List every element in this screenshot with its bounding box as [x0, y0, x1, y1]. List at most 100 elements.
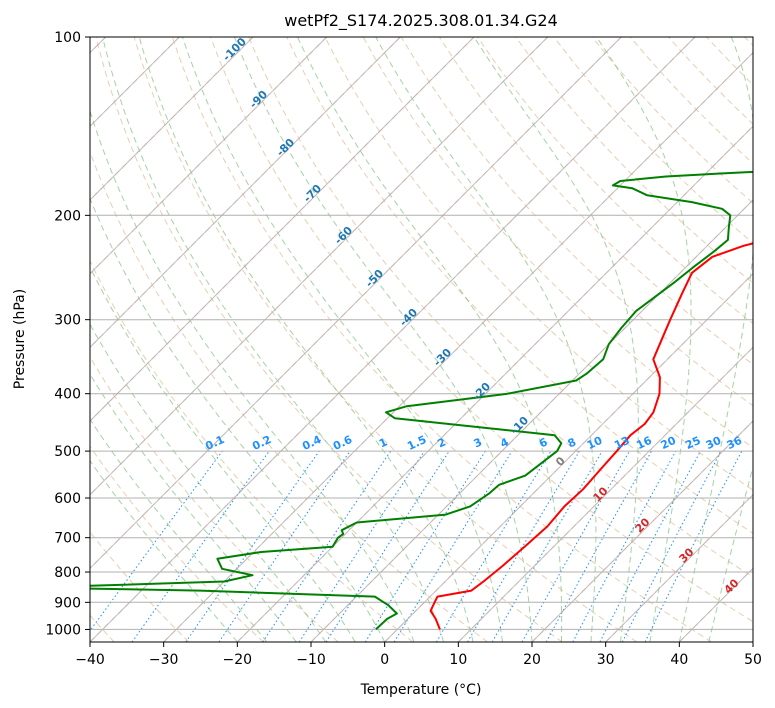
dry-adiabat-label: -10: [508, 414, 531, 437]
skewed-isotherm-grid: [236, 125, 753, 642]
mixing-ratio-line: [185, 450, 320, 642]
mixing-ratio-line: [218, 450, 351, 642]
dry-adiabat-line: [477, 37, 753, 325]
x-tick-label: −20: [223, 652, 253, 668]
moist-adiabat-label: 30: [677, 545, 697, 565]
mixing-ratio-label: 4: [498, 435, 511, 450]
x-tick-label: 20: [523, 652, 541, 668]
skewed-isotherm-grid: [90, 37, 622, 570]
moist-adiabat-line: [90, 109, 415, 642]
mixing-ratio-label: 1.5: [405, 433, 428, 453]
mixing-ratio-line: [298, 450, 425, 642]
y-axis-label: Pressure (hPa): [12, 289, 28, 389]
moist-adiabat-line: [90, 265, 356, 642]
moist-adiabat-line: [103, 41, 445, 642]
x-tick-label: −30: [149, 652, 179, 668]
moist-adiabat-line: [90, 373, 297, 642]
y-tick-label: 200: [54, 208, 81, 224]
mixing-ratio-line: [131, 450, 270, 642]
y-tick-label: 300: [54, 313, 81, 329]
dry-adiabat-line: [133, 37, 638, 642]
mixing-ratio-label: 0.4: [300, 433, 323, 453]
mixing-ratio-label: 36: [725, 434, 745, 452]
mixing-ratio-line: [393, 450, 513, 642]
skewed-isotherm-grid: [678, 567, 753, 642]
moist-adiabat-line: [90, 459, 238, 642]
dry-adiabat-line: [553, 37, 753, 244]
dry-adiabat-line: [286, 37, 753, 534]
moist-adiabat-line: [90, 418, 268, 642]
skewed-isotherm-grid: [90, 37, 475, 422]
skewed-isotherm-grid: [90, 37, 254, 201]
mixing-ratio-line: [325, 450, 450, 642]
dry-adiabat-label: -100: [220, 35, 249, 64]
temperature-profile-line: [429, 242, 753, 630]
data-series: [90, 170, 753, 631]
dry-adiabat-line: [744, 37, 753, 47]
dry-adiabat-line: [95, 37, 563, 642]
skewed-isotherm-grid: [531, 420, 753, 642]
isotherm-line: [531, 420, 753, 642]
mixing-ratio-line: [262, 450, 392, 642]
mixing-ratio-line: [521, 450, 630, 642]
dry-adiabat-label: -80: [274, 136, 297, 159]
chart-title: wetPf2_S174.2025.308.01.34.G24: [284, 11, 558, 31]
moist-adiabat-label: 20: [633, 515, 653, 535]
mixing-ratio-label: 30: [704, 434, 724, 452]
dry-adiabat-label: -40: [397, 306, 420, 329]
moist-adiabat-label: 10: [591, 484, 611, 504]
isotherm-line: [90, 37, 475, 422]
dry-adiabat-label: -90: [247, 88, 270, 111]
mixing-ratio-label: 3: [472, 435, 484, 450]
x-tick-label: 10: [449, 652, 467, 668]
dewpoint-profile-line: [90, 170, 753, 631]
moist-adiabat-line: [182, 37, 503, 642]
y-tick-label: 1000: [45, 622, 81, 638]
y-tick-label: 700: [54, 531, 81, 547]
dry-adiabat-line: [706, 37, 753, 86]
moist-adiabat-line: [708, 464, 753, 642]
y-tick-label: 600: [54, 491, 81, 507]
skewed-isotherm-grid: [90, 37, 696, 642]
dry-adiabat-line: [90, 445, 264, 642]
dry-adiabat-label: -30: [431, 346, 454, 369]
dry-adiabat-line: [210, 37, 753, 623]
mixing-ratio-label: 2: [436, 435, 448, 450]
skewed-isotherm-grid: [605, 493, 753, 642]
mixing-ratio-label: 16: [634, 434, 654, 452]
mixing-ratio-label: 25: [683, 434, 702, 452]
mixing-ratio-line: [90, 450, 223, 632]
dry-adiabat-line: [90, 531, 190, 642]
mixing-ratio-line: [364, 450, 486, 642]
mixing-ratio-label: 13: [612, 434, 631, 452]
x-tick-label: −10: [296, 652, 326, 668]
skewed-isotherm-grid: [90, 37, 328, 275]
dry-adiabat-line: [515, 37, 753, 284]
skewed-isotherm-grid: [90, 37, 401, 349]
dry-adiabat-label: -20: [470, 380, 493, 403]
x-tick-label: −40: [75, 652, 105, 668]
mixing-ratio-label: 6: [537, 435, 550, 450]
mixing-ratio-label: 10: [585, 434, 605, 452]
moist-adiabat-line: [596, 37, 692, 642]
x-tick-label: 0: [380, 652, 389, 668]
mixing-ratio-label: 1: [377, 435, 389, 450]
y-tick-label: 800: [54, 565, 81, 581]
mixing-ratio-line: [572, 450, 677, 642]
x-tick-label: 30: [597, 652, 615, 668]
dry-adiabat-label: -60: [332, 224, 355, 247]
skewed-isotherm-grid: [457, 346, 753, 642]
isotherm-line: [457, 346, 753, 642]
dry-adiabat-line: [90, 356, 339, 642]
moist-adiabat-line: [375, 37, 597, 642]
mixing-ratio-line: [435, 450, 552, 642]
x-tick-label: 40: [670, 652, 688, 668]
moist-adiabat-line: [473, 37, 639, 642]
skewed-isotherm-grid: [752, 641, 753, 642]
grid-lines: [90, 37, 753, 642]
dry-adiabat-line: [90, 259, 414, 642]
y-tick-label: 500: [54, 444, 81, 460]
y-axis-ticks: 100 200 300 400 500 600 700 800 900 1000: [45, 30, 90, 638]
mixing-ratio-label: 0.6: [331, 433, 354, 453]
mixing-ratio-label: 0.2: [250, 433, 273, 453]
